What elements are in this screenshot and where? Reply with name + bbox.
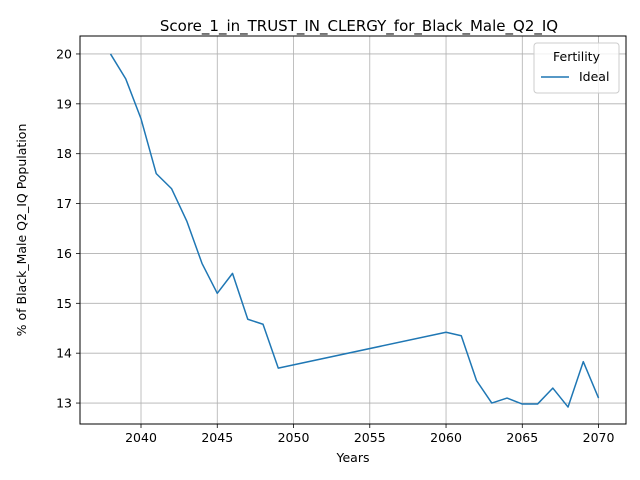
plot-frame bbox=[79, 35, 627, 425]
x-tick-label: 2055 bbox=[354, 430, 386, 445]
x-tick-label: 2040 bbox=[125, 430, 157, 445]
x-tick-label: 2070 bbox=[583, 430, 615, 445]
y-tick-label: 16 bbox=[56, 246, 72, 261]
x-axis-label: Years bbox=[336, 450, 370, 465]
axis-ticks: 2040 2045 2050 2055 2060 2065 2070 13 14 15 16 17 18… bbox=[56, 46, 614, 445]
legend-label-ideal: Ideal bbox=[579, 69, 609, 84]
y-axis-label: % of Black_Male Q2_IQ Population bbox=[14, 124, 29, 337]
y-tick-label: 18 bbox=[56, 146, 72, 161]
legend: Fertility Ideal bbox=[533, 42, 620, 94]
x-tick-label: 2045 bbox=[201, 430, 233, 445]
y-tick-label: 15 bbox=[56, 296, 72, 311]
y-tick-label: 13 bbox=[56, 396, 72, 411]
legend-title: Fertility bbox=[553, 49, 601, 64]
legend-box bbox=[533, 42, 620, 94]
y-tick-label: 20 bbox=[56, 46, 72, 61]
y-tick-label: 17 bbox=[56, 196, 72, 211]
x-tick-label: 2050 bbox=[278, 430, 310, 445]
y-tick-label: 19 bbox=[56, 96, 72, 111]
y-tick-label: 14 bbox=[56, 346, 72, 361]
grid-lines bbox=[80, 36, 626, 424]
series-group bbox=[109, 53, 600, 408]
x-tick-label: 2065 bbox=[506, 430, 538, 445]
chart-title: Score_1_in_TRUST_IN_CLERGY_for_Black_Mal… bbox=[160, 17, 558, 36]
x-tick-label: 2060 bbox=[430, 430, 462, 445]
